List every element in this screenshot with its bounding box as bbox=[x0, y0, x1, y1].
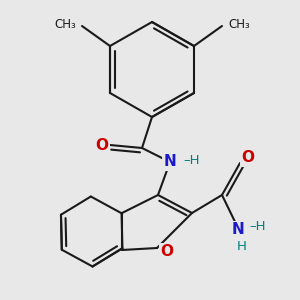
Text: CH₃: CH₃ bbox=[228, 17, 250, 31]
Text: O: O bbox=[160, 244, 173, 260]
Text: O: O bbox=[242, 151, 254, 166]
Text: –H: –H bbox=[250, 220, 266, 232]
Text: –H: –H bbox=[184, 154, 200, 166]
Text: CH₃: CH₃ bbox=[54, 17, 76, 31]
Text: H: H bbox=[237, 239, 247, 253]
Text: N: N bbox=[232, 223, 244, 238]
Text: N: N bbox=[164, 154, 176, 169]
Text: O: O bbox=[95, 137, 109, 152]
